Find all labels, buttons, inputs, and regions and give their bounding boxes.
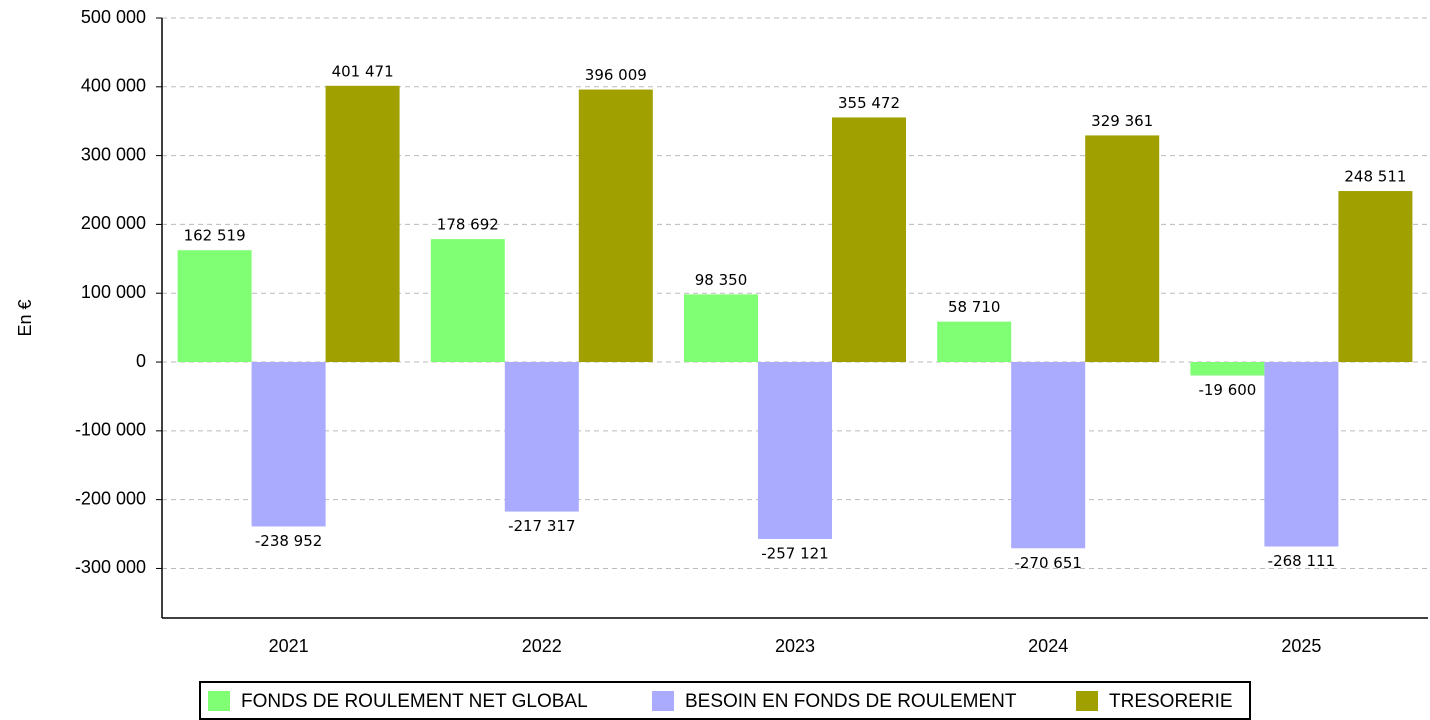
value-label: -270 651 — [1014, 554, 1081, 572]
value-label: 329 361 — [1091, 112, 1153, 130]
value-label: -257 121 — [761, 544, 828, 562]
y-tick-label: 0 — [136, 351, 146, 371]
bar — [177, 250, 252, 363]
y-tick-label: 200 000 — [81, 213, 146, 233]
value-label: 58 710 — [948, 298, 1001, 316]
x-tick-label: 2024 — [1028, 636, 1068, 656]
value-label: 396 009 — [585, 66, 647, 84]
value-label: -19 600 — [1198, 381, 1256, 399]
bar — [325, 85, 400, 363]
bar — [1190, 362, 1265, 376]
value-label: 401 471 — [332, 62, 394, 80]
bar — [684, 294, 758, 363]
bar — [1338, 191, 1413, 363]
y-tick-label: 400 000 — [81, 76, 146, 96]
bar — [1011, 362, 1086, 549]
y-tick-label: -300 000 — [75, 557, 146, 577]
x-tick-label: 2021 — [269, 636, 309, 656]
legend-label: BESOIN EN FONDS DE ROULEMENT — [685, 691, 1017, 712]
y-axis-label: En € — [15, 299, 35, 336]
legend-swatch — [1076, 691, 1098, 711]
bar — [1264, 362, 1339, 547]
value-label: 162 519 — [184, 227, 246, 245]
value-label: 98 350 — [695, 271, 748, 289]
value-label: -268 111 — [1268, 552, 1335, 570]
value-label: 248 511 — [1344, 168, 1406, 186]
bar — [430, 239, 505, 363]
x-tick-label: 2022 — [522, 636, 562, 656]
legend-swatch — [208, 691, 230, 711]
bar — [504, 362, 579, 512]
y-tick-label: -200 000 — [75, 488, 146, 508]
legend-swatch — [652, 691, 674, 711]
legend-label: TRESORERIE — [1109, 691, 1233, 712]
value-label: 178 692 — [437, 216, 499, 234]
x-tick-label: 2023 — [775, 636, 815, 656]
x-tick-label: 2025 — [1281, 636, 1321, 656]
bar — [758, 362, 832, 539]
value-label: -238 952 — [255, 532, 322, 550]
value-label: 355 472 — [838, 94, 900, 112]
bar — [1085, 135, 1160, 363]
value-label: -217 317 — [508, 517, 575, 535]
legend-box — [199, 681, 1251, 720]
legend-label: FONDS DE ROULEMENT NET GLOBAL — [241, 691, 588, 712]
bar — [937, 321, 1012, 363]
y-tick-label: 300 000 — [81, 144, 146, 164]
y-tick-label: 500 000 — [81, 7, 146, 27]
y-tick-label: -100 000 — [75, 420, 146, 440]
bar — [578, 89, 653, 363]
bar — [251, 362, 326, 527]
bar — [832, 117, 906, 363]
y-tick-label: 100 000 — [81, 282, 146, 302]
